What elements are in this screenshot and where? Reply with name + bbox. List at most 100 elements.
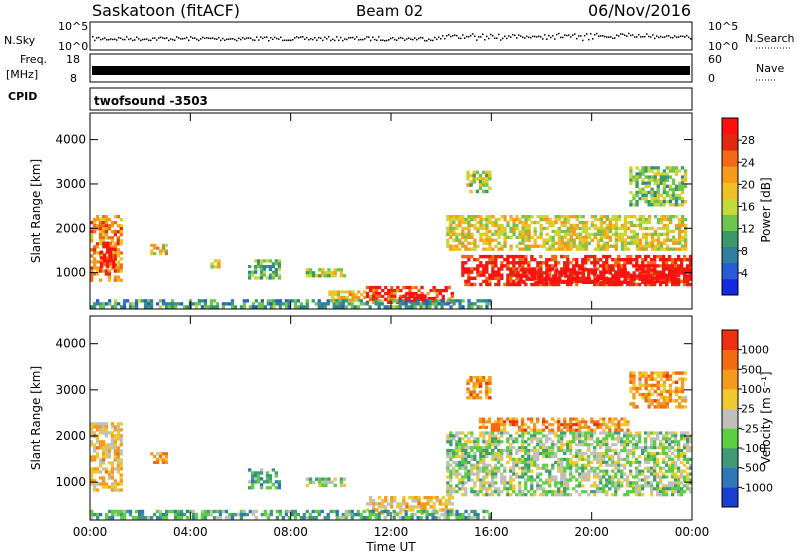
heat-cell	[527, 223, 531, 228]
heat-cell	[470, 449, 474, 453]
heat-cell	[509, 244, 513, 248]
heat-cell	[566, 241, 570, 245]
nsky-point	[268, 40, 270, 42]
heat-cell	[473, 226, 477, 231]
heat-cell	[239, 509, 244, 514]
heat-cell	[116, 251, 120, 255]
heat-cell	[518, 217, 522, 222]
heat-cell	[101, 431, 106, 435]
heat-cell	[560, 440, 564, 444]
heat-cell	[578, 443, 582, 447]
heat-cell	[113, 278, 117, 282]
heat-cell	[548, 428, 552, 432]
heat-cell	[402, 499, 406, 503]
heat-cell	[254, 477, 258, 481]
heat-cell	[438, 288, 442, 293]
heat-cell	[650, 247, 655, 251]
heat-cell	[623, 472, 627, 476]
heat-cell	[563, 493, 567, 497]
heat-cell	[641, 258, 645, 262]
heat-cell	[440, 305, 444, 309]
heat-cell	[605, 484, 609, 488]
heat-cell	[494, 273, 498, 277]
heat-cell	[482, 460, 486, 464]
heat-cell	[552, 277, 556, 281]
heat-cell	[500, 229, 504, 234]
nsky-point	[488, 37, 490, 40]
heat-cell	[262, 480, 267, 484]
heat-cell	[650, 258, 654, 262]
heat-cell	[271, 262, 275, 266]
nsky-point	[240, 38, 242, 41]
heat-cell	[213, 259, 218, 263]
heat-cell	[506, 446, 510, 450]
heat-cell	[491, 449, 495, 453]
heat-cell	[359, 302, 363, 306]
heat-cell	[629, 371, 633, 375]
heat-cell	[623, 223, 628, 228]
nsky-point	[662, 36, 664, 39]
heat-cell	[674, 399, 679, 403]
heat-cell	[104, 467, 109, 471]
heat-cell	[524, 449, 528, 453]
heat-cell	[461, 299, 465, 303]
heat-cell	[611, 454, 615, 459]
heat-cell	[452, 220, 456, 225]
heat-cell	[402, 294, 406, 299]
heat-cell	[93, 305, 97, 309]
heat-cell	[629, 261, 633, 265]
heat-cell	[563, 244, 567, 248]
heat-cell	[527, 226, 531, 231]
heat-cell	[408, 508, 412, 512]
heat-cell	[386, 509, 390, 514]
heat-cell	[323, 302, 327, 306]
heat-cell	[446, 460, 450, 464]
heat-cell	[629, 280, 633, 284]
heat-cell	[470, 276, 474, 280]
heat-cell	[511, 423, 516, 427]
heat-cell	[104, 425, 109, 429]
heat-cell	[482, 267, 486, 271]
heat-cell	[120, 512, 124, 517]
heat-cell	[497, 457, 501, 461]
heat-cell	[674, 460, 678, 464]
heat-cell	[268, 276, 273, 280]
heat-cell	[482, 475, 486, 479]
nsky-point	[628, 32, 630, 35]
heat-cell	[485, 299, 489, 303]
heat-cell	[599, 235, 603, 239]
heat-cell	[488, 279, 492, 284]
heat-cell	[502, 420, 507, 424]
heat-cell	[570, 280, 574, 284]
heat-cell	[494, 261, 498, 265]
heat-cell	[543, 277, 547, 281]
freq-label: Freq.	[20, 53, 47, 66]
heat-cell	[662, 181, 666, 185]
colorbar-swatch	[722, 330, 738, 350]
heat-cell	[109, 250, 113, 254]
heat-cell	[542, 238, 546, 242]
heat-cell	[381, 499, 385, 503]
heat-cell	[469, 180, 473, 184]
heat-cell	[587, 460, 591, 464]
heat-cell	[524, 215, 528, 219]
heat-cell	[374, 302, 378, 306]
heat-cell	[287, 302, 291, 306]
heat-cell	[662, 446, 666, 450]
heat-cell	[662, 490, 666, 494]
heat-cell	[629, 238, 634, 242]
heat-cell	[405, 285, 409, 290]
heat-cell	[490, 425, 495, 429]
heat-cell	[467, 226, 471, 231]
heat-cell	[461, 466, 465, 470]
heat-cell	[680, 475, 684, 479]
heat-cell	[668, 229, 673, 234]
heat-cell	[509, 226, 513, 231]
heat-cell	[632, 193, 636, 198]
heat-cell	[472, 376, 476, 380]
heat-cell	[516, 271, 520, 275]
heat-cell	[678, 229, 682, 234]
velocity-colorbar-label: Velocity [m s⁻¹]	[759, 371, 773, 464]
heat-cell	[641, 235, 646, 239]
heat-cell	[119, 257, 123, 261]
